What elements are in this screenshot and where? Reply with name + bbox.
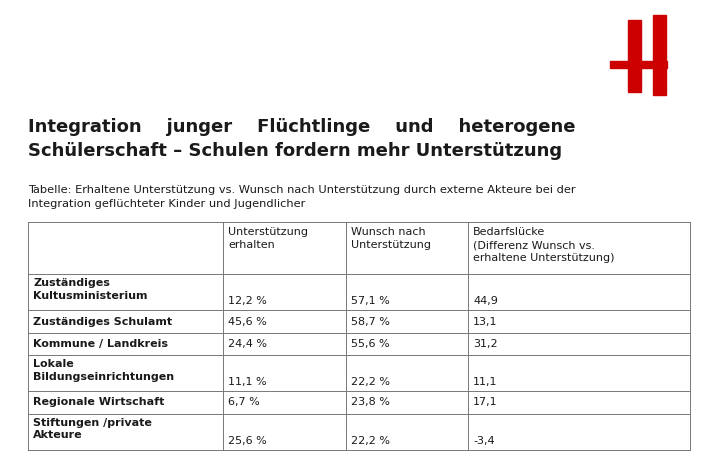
Text: 24,4 %: 24,4 % [229,339,267,349]
Text: 58,7 %: 58,7 % [351,316,390,327]
Text: Integration    junger    Flüchtlinge    und    heterogene: Integration junger Flüchtlinge und heter… [28,118,576,136]
Text: Zuständiges Schulamt: Zuständiges Schulamt [33,316,172,327]
Text: 57,1 %: 57,1 % [351,296,390,306]
Text: 11,1 %: 11,1 % [229,377,267,387]
Text: 6,7 %: 6,7 % [229,398,260,408]
Text: Kommune / Landkreis: Kommune / Landkreis [33,339,168,349]
Text: Bedarfslücke
(Differenz Wunsch vs.
erhaltene Unterstützung): Bedarfslücke (Differenz Wunsch vs. erhal… [474,227,615,263]
Text: 11,1: 11,1 [474,377,498,387]
Text: Tabelle: Erhaltene Unterstützung vs. Wunsch nach Unterstützung durch externe Akt: Tabelle: Erhaltene Unterstützung vs. Wun… [28,185,576,209]
Text: 25,6 %: 25,6 % [229,436,267,446]
Text: 45,6 %: 45,6 % [229,316,267,327]
Text: Lokale
Bildungseinrichtungen: Lokale Bildungseinrichtungen [33,359,174,382]
Text: 23,8 %: 23,8 % [351,398,390,408]
Text: 22,2 %: 22,2 % [351,436,390,446]
Text: 55,6 %: 55,6 % [351,339,389,349]
Text: Schülerschaft – Schulen fordern mehr Unterstützung: Schülerschaft – Schulen fordern mehr Unt… [28,142,562,160]
Text: Wunsch nach
Unterstützung: Wunsch nach Unterstützung [351,227,431,250]
Bar [653,15,666,95]
Bar [628,20,641,92]
Text: 13,1: 13,1 [474,316,498,327]
Bar [610,61,667,68]
Text: 22,2 %: 22,2 % [351,377,390,387]
Text: 17,1: 17,1 [474,398,498,408]
Text: Stiftungen /private
Akteure: Stiftungen /private Akteure [33,418,152,441]
Text: -3,4: -3,4 [474,436,495,446]
Text: 31,2: 31,2 [474,339,498,349]
Text: Zuständiges
Kultusministerium: Zuständiges Kultusministerium [33,278,148,301]
Text: 12,2 %: 12,2 % [229,296,267,306]
Text: Unterstützung
erhalten: Unterstützung erhalten [229,227,308,250]
Text: 44,9: 44,9 [474,296,498,306]
Text: Regionale Wirtschaft: Regionale Wirtschaft [33,398,165,408]
